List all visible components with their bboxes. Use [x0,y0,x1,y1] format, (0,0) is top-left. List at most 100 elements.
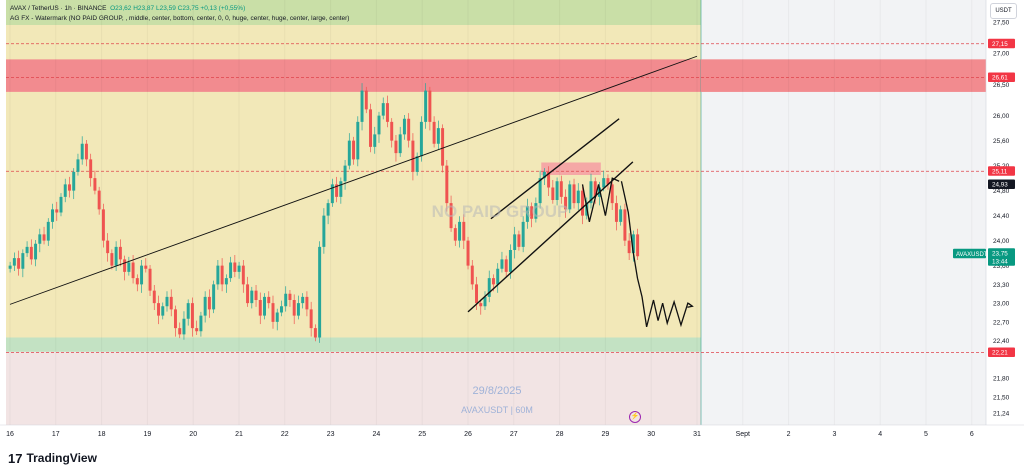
symbol-title: AVAX / TetherUS · 1h · BINANCE [10,5,107,12]
candle-body-33 [148,268,152,291]
candle-body-132 [568,184,572,210]
candle-body-74 [322,215,326,247]
candle-body-107 [462,221,466,241]
candle-body-103 [445,165,449,204]
candle-body-111 [479,303,483,307]
candle-body-113 [487,278,491,297]
candle-body-31 [140,265,144,285]
candle-body-133 [572,184,576,204]
candle-body-89 [385,103,389,122]
candle-body-46 [203,296,207,316]
x-tick-label: 31 [693,431,701,438]
candle-body-25 [114,246,118,266]
watermark-date: 29/8/2025 [473,385,522,397]
candle-body-52 [229,262,233,279]
candle-body-0 [8,265,12,269]
candle-body-29 [131,262,135,279]
candles-layer [8,83,640,343]
price-label-bg [988,248,1015,258]
candle-body-123 [530,206,534,219]
candle-body-96 [415,156,419,172]
y-tick-label: 21,24 [993,411,1010,418]
candle-body-141 [606,178,610,185]
candle-body-142 [610,184,614,204]
watermark-text: NO PAID GROUP [432,202,569,221]
projection-arrowhead [687,302,694,308]
candle-body-84 [364,90,368,110]
candle-body-13 [63,184,67,197]
candle-body-112 [483,296,487,307]
candle-body-10 [51,209,55,222]
x-tick-label: 2 [787,431,791,438]
indicator-legend[interactable]: AG FX - Watermark (NO PAID GROUP, , midd… [10,15,350,22]
candle-body-118 [508,250,512,272]
candle-body-23 [106,240,110,254]
price-label-bg [988,38,1015,49]
y-tick-label: 22,70 [993,319,1010,326]
candle-body-93 [402,118,406,135]
candle-body-79 [343,165,347,182]
price-label-bg [988,179,1015,189]
lightning-icon[interactable]: ⚡ [629,411,641,423]
candle-body-3 [21,253,25,269]
candle-body-117 [504,259,508,272]
candle-body-127 [547,171,551,188]
candle-body-19 [89,159,93,179]
candle-body-105 [453,228,457,241]
x-tick-label: 29 [602,431,610,438]
trendline-1 [490,118,620,220]
projection-zigzag-a [581,177,620,223]
candle-body-73 [318,246,322,338]
candle-body-51 [224,278,228,285]
y-tick-label: 23,30 [993,282,1010,289]
y-tick-label: 25,60 [993,138,1010,145]
x-tick-label: 21 [235,431,243,438]
y-tick-label: 21,80 [993,376,1010,383]
symbol-tag-bg [953,248,986,259]
candle-body-119 [513,234,517,250]
candle-body-66 [288,293,292,300]
price-label-text: 27,15 [992,41,1008,48]
candle-body-14 [67,184,71,191]
x-tick-label: 4 [878,431,882,438]
candle-body-18 [84,143,88,160]
candle-body-147 [631,234,635,254]
x-tick-label: 6 [970,431,974,438]
price-label-bg [988,347,1015,357]
candle-body-62 [271,303,275,322]
candle-body-116 [500,259,504,269]
candle-body-87 [377,115,381,135]
candle-body-144 [619,209,623,222]
candle-body-76 [330,184,334,204]
candle-body-140 [602,178,606,188]
tradingview-logo[interactable]: 17 TradingView [8,449,97,467]
x-tick-label: 19 [144,431,152,438]
candle-body-99 [428,90,432,122]
candle-body-88 [381,103,385,116]
candle-body-55 [241,265,245,285]
candle-body-49 [216,265,220,285]
candle-body-120 [517,234,521,247]
candle-body-106 [458,221,462,241]
candle-body-59 [258,300,262,316]
candle-body-64 [279,306,283,313]
candle-body-104 [449,203,453,229]
x-tick-label: 17 [52,431,60,438]
candle-body-124 [534,203,538,219]
candle-body-128 [551,187,555,200]
candle-body-82 [356,121,360,160]
watermark-layer: NO PAID GROUP 29/8/2025 AVAXUSDT | 60M [432,202,569,415]
y-tick-label: 24,40 [993,213,1010,220]
x-tick-label: 16 [6,431,14,438]
candle-body-56 [246,284,250,304]
candle-body-80 [347,140,351,166]
candle-body-34 [152,290,156,304]
candle-body-38 [169,296,173,310]
y-tick-label: 24,00 [993,238,1010,245]
currency-button[interactable]: USDT [990,3,1017,19]
y-tick-label: 27,50 [993,19,1010,26]
candle-body-53 [233,262,237,272]
trendline-2 [467,161,634,313]
candle-body-92 [398,134,402,154]
